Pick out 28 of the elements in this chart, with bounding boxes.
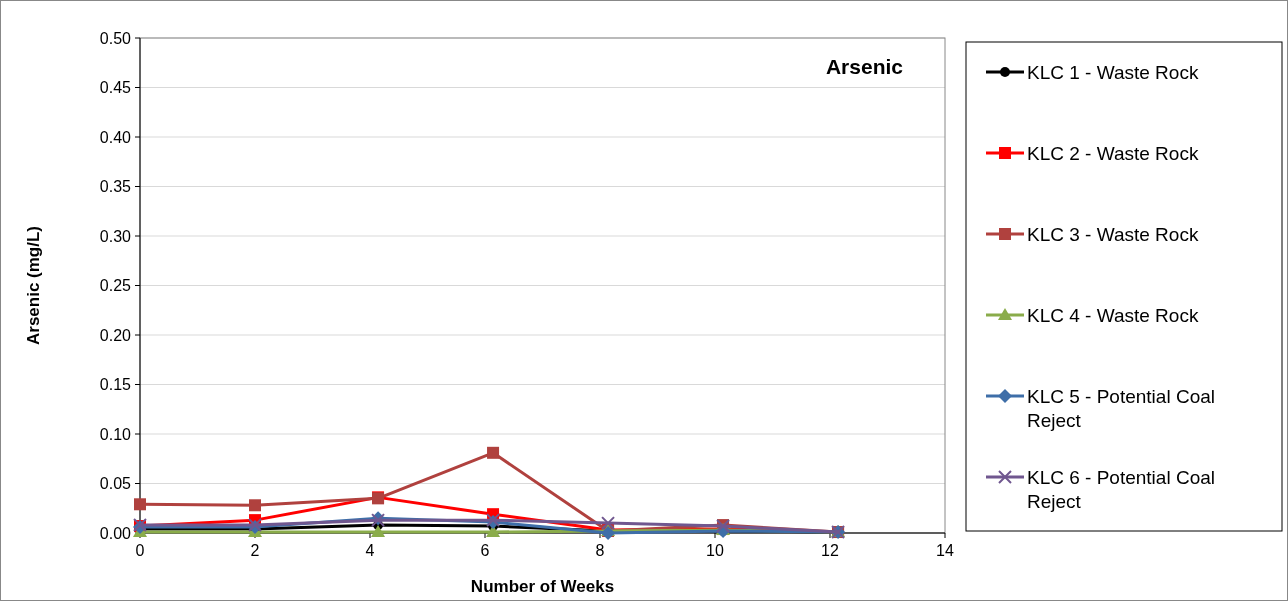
x-tick-label: 14: [936, 542, 954, 559]
y-tick-label: 0.15: [99, 376, 132, 394]
y-tick-label: 0.35: [99, 178, 132, 196]
legend-label: KLC 6 - Potential Coal Reject: [1027, 466, 1215, 513]
y-tick-label: 0.50: [99, 29, 132, 47]
y-tick-label: 0.05: [99, 475, 132, 493]
legend-label: KLC 2 - Waste Rock: [1027, 142, 1199, 164]
y-tick-label: 0.25: [99, 277, 132, 295]
legend-label: KLC 4 - Waste Rock: [1027, 304, 1199, 326]
y-axis-title: Arsenic (mg/L): [24, 225, 43, 346]
y-tick-label: 0.45: [99, 79, 132, 97]
x-tick-label: 12: [821, 542, 839, 559]
y-tick-label: 0.20: [99, 326, 132, 344]
x-axis-title: Number of Weeks: [470, 577, 615, 596]
x-tick-label: 0: [135, 542, 145, 559]
y-tick-label: 0.30: [99, 227, 132, 245]
y-tick-label: 0.10: [99, 425, 132, 443]
x-tick-label: 10: [706, 542, 724, 559]
x-tick-label: 8: [595, 542, 605, 559]
legend-label: KLC 3 - Waste Rock: [1027, 223, 1199, 245]
x-tick-label: 4: [365, 542, 375, 559]
y-tick-label: 0.40: [99, 128, 132, 146]
x-tick-label: 6: [480, 542, 490, 559]
x-tick-label: 2: [250, 542, 260, 559]
text: Arsenic: [825, 55, 904, 78]
legend-label: KLC 5 - Potential Coal Reject: [1027, 385, 1215, 432]
legend-label: KLC 1 - Waste Rock: [1027, 61, 1199, 83]
y-tick-label: 0.00: [99, 524, 132, 542]
